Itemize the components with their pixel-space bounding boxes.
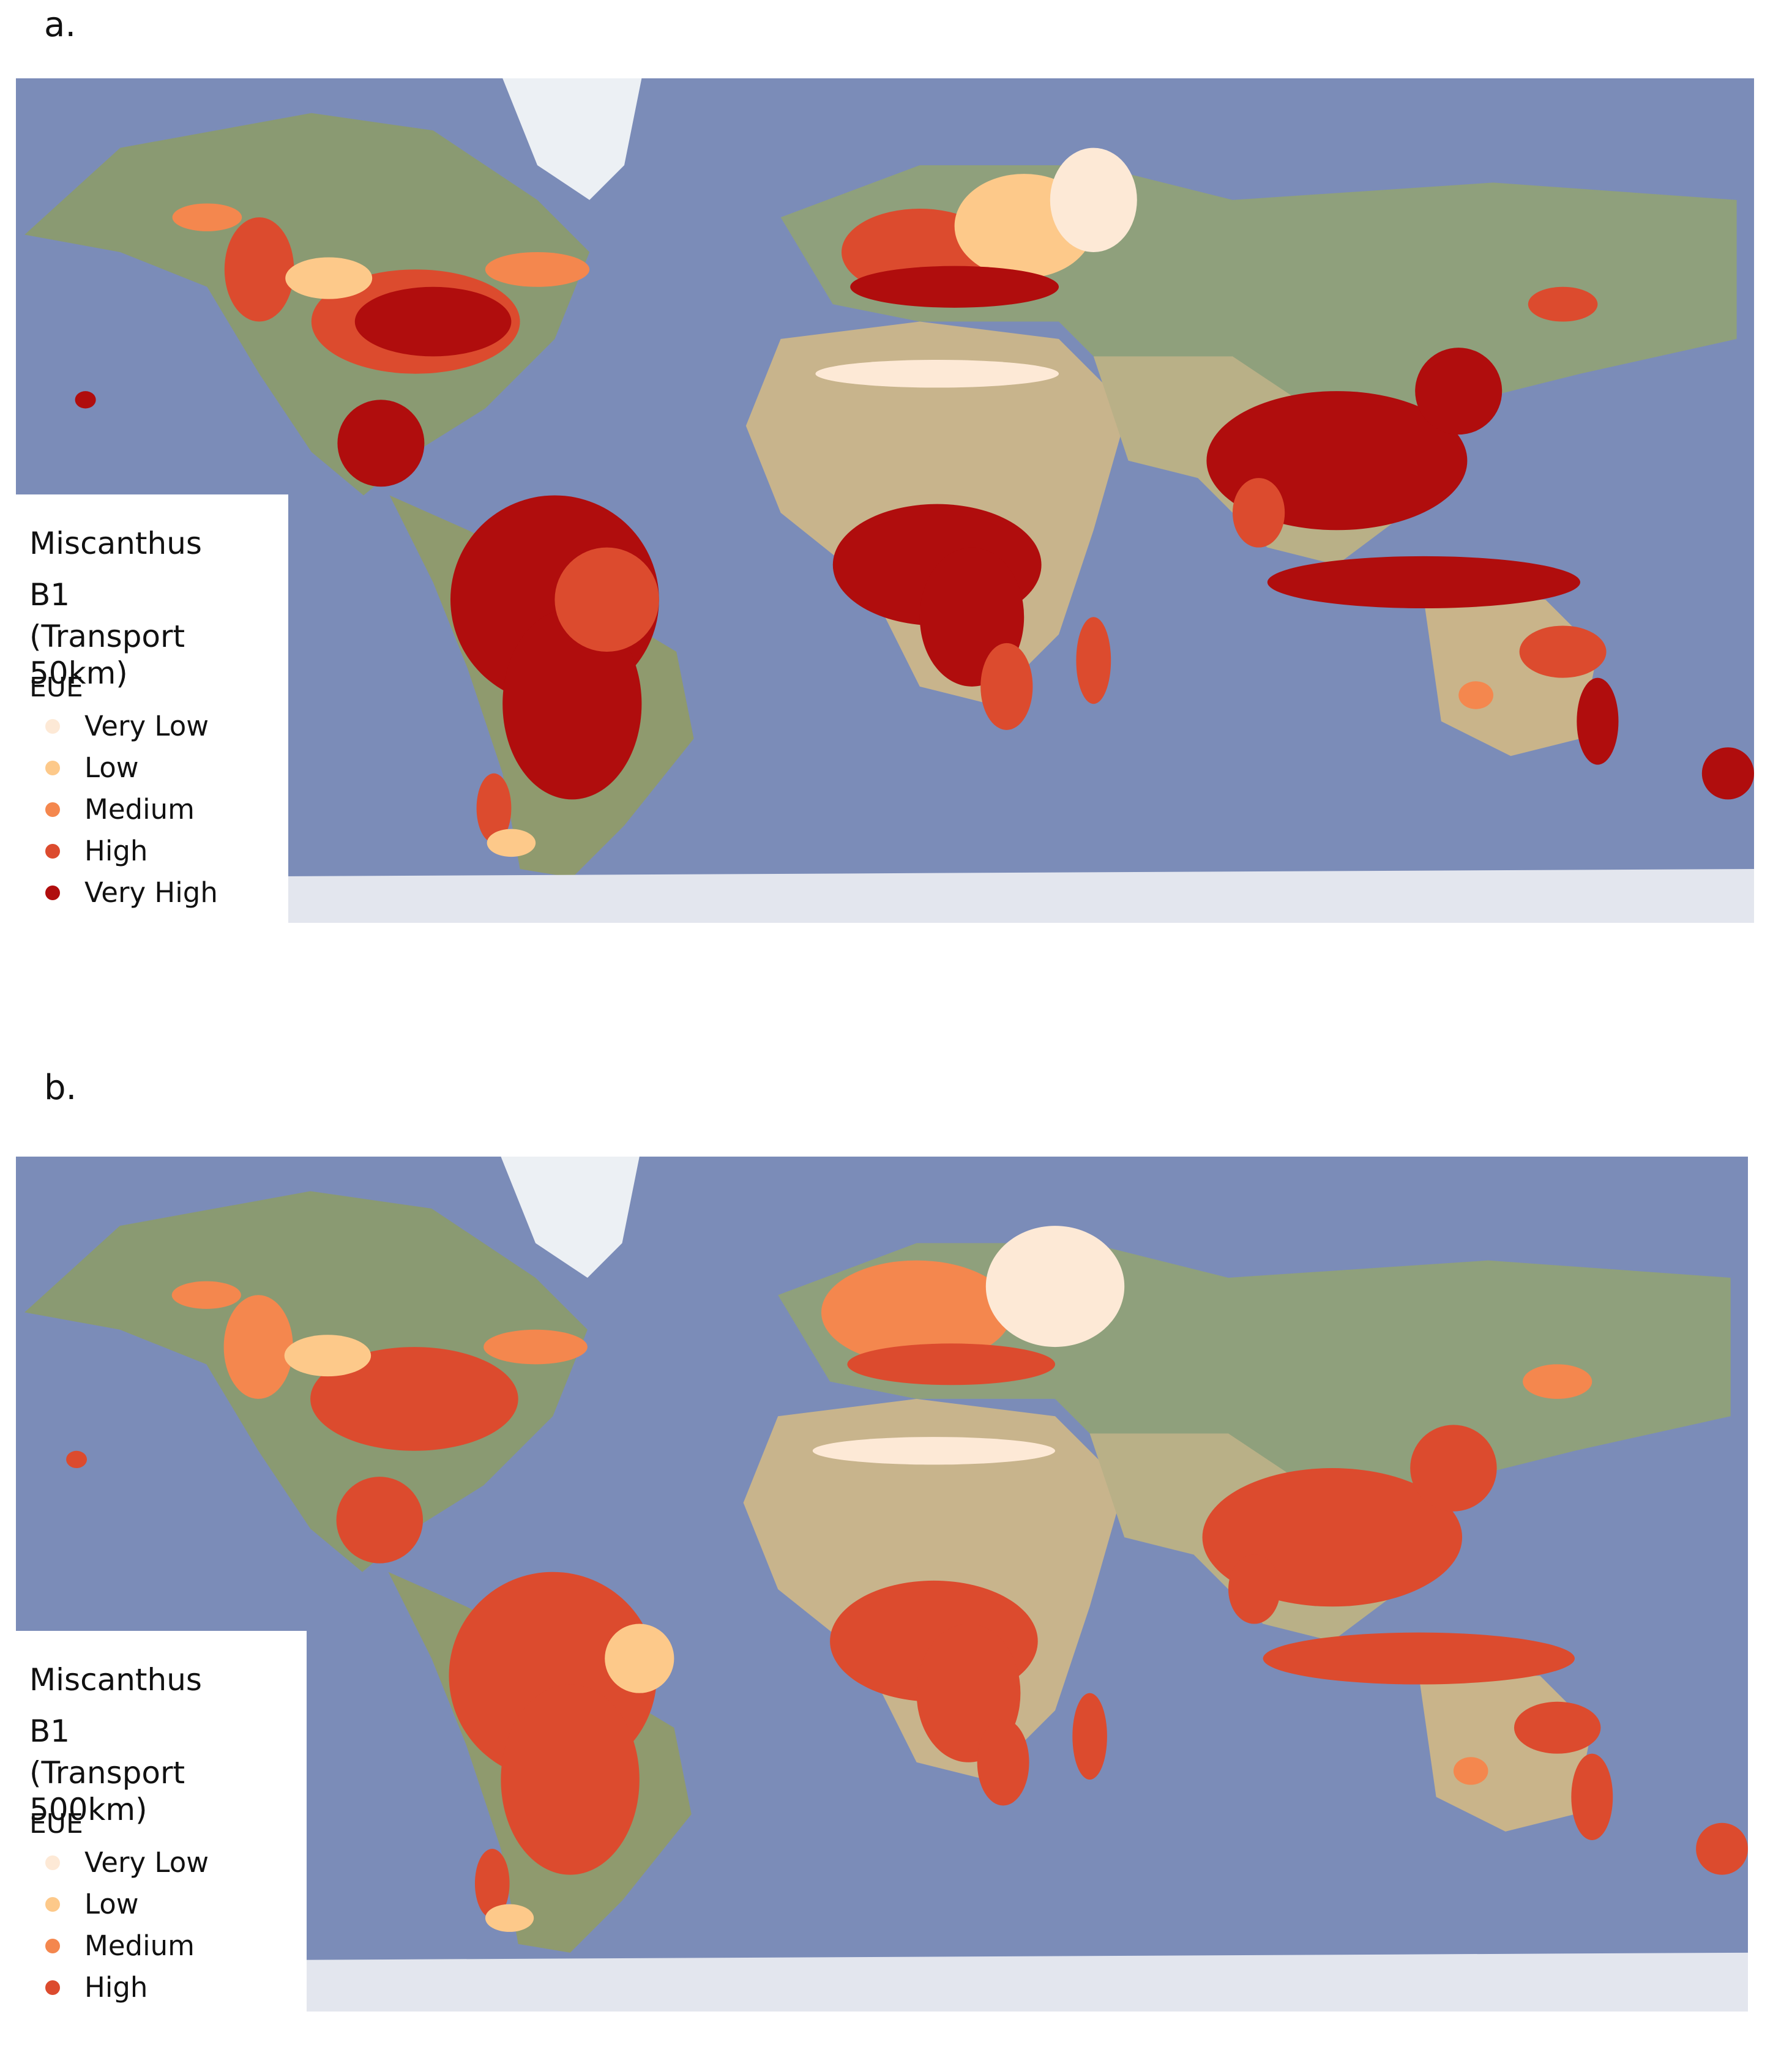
legend-field-name: EUE [29, 1808, 83, 1840]
legend-item-label: Very Low [84, 1846, 209, 1879]
legend-swatch [45, 1855, 60, 1870]
legend-item-very-low: Very Low [45, 710, 209, 742]
map-panel-b[interactable]: Miscanthus B1 (Transport 500km) EUE Very… [16, 1157, 1748, 2012]
legend-item-label: Low [84, 751, 139, 784]
legend-a: Miscanthus B1 (Transport 50km) EUE Very … [16, 494, 288, 923]
eue-dots-b [66, 1226, 1748, 1932]
legend-item-low: Low [45, 751, 139, 784]
world-map-a [16, 78, 1754, 923]
legend-item-label: High [84, 835, 148, 867]
legend-item-high: High [45, 1971, 147, 2004]
legend-title-line-2: B1 [29, 1713, 70, 1749]
legend-item-low: Low [45, 1888, 139, 1920]
legend-swatch [45, 885, 60, 900]
legend-title-line-1: Miscanthus [29, 1662, 202, 1698]
map-panel-a[interactable]: Miscanthus B1 (Transport 50km) EUE Very … [16, 78, 1754, 923]
legend-swatch [45, 718, 60, 734]
panel-a-label: a. [44, 5, 77, 45]
legend-item-label: High [84, 1971, 148, 2004]
legend-field-name: EUE [29, 672, 83, 703]
legend-title-line-1: Miscanthus [29, 526, 202, 561]
legend-title-line-2: B1 [29, 577, 70, 613]
legend-item-high: High [45, 835, 147, 867]
legend-swatch [45, 1896, 60, 1912]
legend-item-label: Medium [84, 793, 195, 826]
legend-title-line-3: (Transport 50km) [29, 619, 185, 691]
legend-b: Miscanthus B1 (Transport 500km) EUE Very… [16, 1631, 307, 2012]
legend-item-very-high: Very High [45, 876, 218, 909]
legend-item-label: Low [84, 1888, 139, 1920]
legend-item-label: Very Low [84, 710, 209, 742]
legend-item-medium: Medium [45, 1930, 195, 1962]
legend-item-medium: Medium [45, 793, 195, 826]
legend-swatch [45, 760, 60, 775]
legend-swatch [45, 843, 60, 859]
legend-swatch [45, 802, 60, 817]
legend-title-line-3: (Transport 500km) [29, 1755, 185, 1827]
legend-swatch [45, 1980, 60, 1995]
panel-b-label: b. [44, 1068, 77, 1108]
eue-dots-a [75, 147, 1754, 857]
legend-item-very-low: Very Low [45, 1846, 209, 1879]
legend-item-label: Medium [84, 1930, 195, 1962]
legend-item-label: Very High [84, 876, 218, 909]
legend-swatch [45, 1938, 60, 1953]
